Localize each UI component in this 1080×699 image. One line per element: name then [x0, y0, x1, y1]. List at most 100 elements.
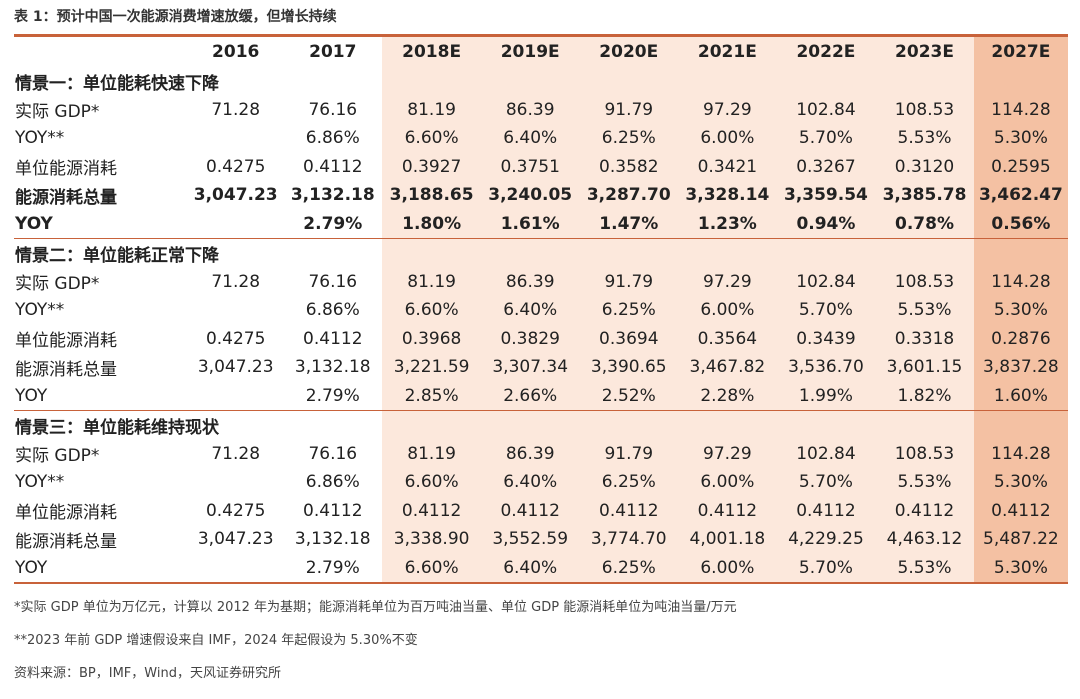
- value-cell: 5.70%: [776, 468, 876, 497]
- value-cell: 102.84: [776, 267, 876, 296]
- empty-cell: [382, 410, 481, 440]
- value-cell: 71.28: [211, 271, 261, 292]
- value-cell: 0.4275: [205, 328, 266, 349]
- empty-cell: [283, 410, 383, 440]
- value-cell: 3,601.15: [875, 353, 974, 382]
- value-cell: 86.39: [480, 267, 580, 296]
- value-cell: 86.39: [480, 95, 580, 124]
- table-row: YOY** 6.86% 6.60% 6.40% 6.25% 6.00% 5.70% 5.53%…: [14, 124, 1068, 153]
- value-cell: 3,047.23: [197, 357, 274, 378]
- value-cell: 6.00%: [678, 468, 777, 497]
- value-cell: 6.60%: [382, 124, 481, 153]
- header-cell: 2017: [309, 42, 357, 62]
- value-cell: 2.28%: [678, 381, 777, 411]
- value-cell: 0.4112: [973, 496, 1068, 525]
- empty-cell: [776, 238, 876, 268]
- value-cell: 3,240.05: [480, 181, 580, 210]
- value-cell: 76.16: [308, 443, 358, 464]
- value-cell: 3,328.14: [678, 181, 777, 210]
- value-cell: 0.4275: [205, 156, 266, 177]
- value-cell: 114.28: [973, 95, 1068, 124]
- value-cell: 5.53%: [875, 124, 974, 153]
- value-cell: 0.4112: [579, 496, 679, 525]
- value-cell: 6.86%: [305, 300, 360, 321]
- empty-cell: [579, 410, 679, 440]
- value-cell: 6.86%: [305, 472, 360, 493]
- scenario-title: 情景三：单位能耗维持现状: [14, 410, 219, 440]
- value-cell: 5.30%: [973, 468, 1068, 497]
- scenario-header-row: 情景二：单位能耗正常下降: [14, 238, 1068, 268]
- value-cell: 0.3582: [579, 152, 679, 181]
- value-cell: [188, 553, 284, 584]
- value-cell: 4,463.12: [875, 525, 974, 554]
- value-cell: 6.00%: [678, 553, 777, 584]
- value-cell: 3,047.23: [197, 529, 274, 550]
- value-cell: 3,287.70: [579, 181, 679, 210]
- value-cell: 2.79%: [303, 213, 363, 234]
- value-cell: 102.84: [776, 439, 876, 468]
- scenario-header-row: 情景三：单位能耗维持现状: [14, 410, 1068, 440]
- value-cell: 0.3564: [678, 324, 777, 353]
- empty-cell: [875, 410, 974, 440]
- empty-cell: [973, 67, 1068, 96]
- value-cell: 0.3751: [480, 152, 580, 181]
- row-label: YOY**: [15, 300, 65, 321]
- value-cell: 97.29: [678, 267, 777, 296]
- value-cell: 108.53: [875, 439, 974, 468]
- empty-cell: [283, 67, 382, 96]
- footnote: *实际 GDP 单位为万亿元，计算以 2012 年为基期；能源消耗单位为百万吨油…: [14, 600, 737, 615]
- value-cell: 3,467.82: [678, 353, 777, 382]
- value-cell: 3,307.34: [480, 353, 580, 382]
- footnote: 资料来源：BP，IMF，Wind，天风证券研究所: [14, 666, 281, 681]
- value-cell: 6.60%: [382, 553, 481, 584]
- value-cell: 91.79: [579, 267, 679, 296]
- value-cell: 0.56%: [973, 209, 1068, 239]
- value-cell: 5.30%: [973, 296, 1068, 325]
- row-label: 实际 GDP*: [15, 446, 100, 467]
- value-cell: 0.3267: [776, 152, 876, 181]
- header-cell: 2021E: [678, 37, 777, 67]
- value-cell: 6.25%: [579, 468, 679, 497]
- header-cell: 2020E: [579, 37, 679, 67]
- value-cell: 3,188.65: [382, 181, 481, 210]
- empty-cell: [875, 67, 974, 96]
- value-cell: 3,774.70: [579, 525, 679, 554]
- row-label: 能源消耗总量: [15, 359, 117, 380]
- footnotes: *实际 GDP 单位为万亿元，计算以 2012 年为基期；能源消耗单位为百万吨油…: [14, 600, 737, 699]
- value-cell: 6.40%: [480, 124, 580, 153]
- value-cell: 0.78%: [875, 209, 974, 239]
- value-cell: 6.40%: [480, 468, 580, 497]
- value-cell: 0.4275: [205, 500, 266, 521]
- value-cell: 1.80%: [382, 209, 481, 239]
- value-cell: 1.99%: [776, 381, 876, 411]
- table-row: YOY** 6.86% 6.60% 6.40% 6.25% 6.00% 5.70% 5.53%…: [14, 468, 1068, 497]
- empty-cell: [188, 238, 284, 268]
- table-row: 单位能源消耗 0.4275 0.4112 0.3968 0.3829 0.3694 0.35…: [14, 324, 1068, 353]
- empty-cell: [973, 238, 1068, 268]
- value-cell: 71.28: [211, 99, 261, 120]
- value-cell: 97.29: [678, 95, 777, 124]
- empty-cell: [973, 410, 1068, 440]
- row-label: YOY**: [15, 472, 65, 493]
- value-cell: 3,221.59: [382, 353, 481, 382]
- value-cell: 91.79: [579, 95, 679, 124]
- row-label: 实际 GDP*: [15, 102, 100, 123]
- value-cell: [188, 124, 283, 153]
- empty-cell: [776, 410, 876, 440]
- value-cell: 2.52%: [579, 381, 679, 411]
- table-row: 能源消耗总量 3,047.23 3,132.18 3,338.90 3,552.59 3,…: [14, 525, 1068, 554]
- empty-cell: [382, 238, 481, 268]
- value-cell: 0.3120: [875, 152, 974, 181]
- value-cell: 3,132.18: [294, 357, 371, 378]
- value-cell: [188, 210, 283, 239]
- value-cell: 6.25%: [579, 124, 679, 153]
- table-row: 能源消耗总量 3,047.23 3,132.18 3,188.65 3,240.05 3,…: [14, 181, 1068, 210]
- empty-cell: [480, 410, 580, 440]
- value-cell: 0.3968: [382, 324, 481, 353]
- value-cell: 3,536.70: [776, 353, 876, 382]
- empty-cell: [678, 410, 777, 440]
- value-cell: 3,385.78: [875, 181, 974, 210]
- value-cell: 102.84: [776, 95, 876, 124]
- empty-cell: [283, 238, 383, 268]
- row-label: 能源消耗总量: [15, 531, 117, 552]
